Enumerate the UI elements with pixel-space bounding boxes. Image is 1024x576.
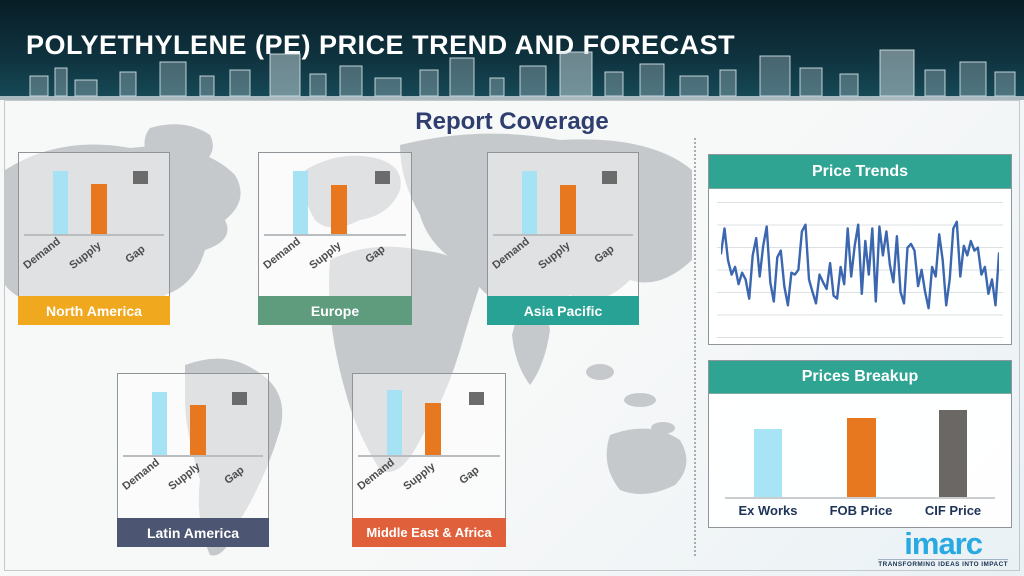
prices-breakup-header: Prices Breakup (709, 361, 1011, 394)
demand-bar (387, 390, 402, 455)
region-bar-chart (19, 153, 169, 234)
prices-breakup-title: Prices Breakup (801, 368, 919, 385)
supply-label: Supply (166, 460, 203, 493)
imarc-logo: imarc TRANSFORMING IDEAS INTO IMPACT (878, 526, 1008, 568)
region-chart-europe: Demand Supply Gap Europe (258, 152, 412, 325)
supply-bar (425, 403, 441, 455)
demand-bar (152, 392, 167, 455)
gap-square (133, 171, 148, 184)
gap-square (375, 171, 390, 184)
ex-works-label: Ex Works (738, 503, 798, 518)
imarc-tagline: TRANSFORMING IDEAS INTO IMPACT (878, 559, 1008, 568)
demand-label: Demand (21, 235, 63, 272)
demand-bar (293, 171, 308, 234)
region-band: Latin America (117, 518, 269, 547)
supply-bar (560, 185, 576, 234)
ex-works-bar (754, 429, 782, 497)
gap-square (232, 392, 247, 405)
imarc-wordmark: imarc (904, 526, 983, 561)
chart-baseline (725, 497, 995, 499)
supply-bar (331, 185, 347, 234)
gap-label: Gap (363, 243, 388, 266)
prices-breakup-panel: Prices Breakup Ex Works FOB Price CIF Pr… (708, 360, 1012, 528)
cif-price-label: CIF Price (924, 503, 982, 518)
region-bar-chart (353, 374, 505, 455)
region-band: Asia Pacific (487, 296, 639, 325)
region-bar-chart (259, 153, 411, 234)
region-band: North America (18, 296, 170, 325)
supply-bar (91, 184, 107, 234)
demand-bar (53, 171, 68, 234)
chart-baseline (123, 455, 263, 457)
report-coverage-section: Report Coverage Demand Supply Gap North … (0, 100, 1024, 576)
header-banner: POLYETHYLENE (PE) PRICE TREND AND FORECA… (0, 0, 1024, 100)
region-chart-asia-pacific: Demand Supply Gap Asia Pacific (487, 152, 639, 325)
region-name: Middle East & Africa (366, 525, 492, 540)
price-trends-title: Price Trends (811, 162, 909, 180)
prices-breakup-chart: Ex Works FOB Price CIF Price (709, 394, 1011, 527)
demand-label: Demand (490, 235, 532, 272)
supply-label: Supply (536, 239, 573, 272)
gap-label: Gap (592, 243, 617, 266)
gap-label: Gap (222, 464, 247, 487)
fob-price-bar (847, 418, 876, 497)
region-name: Asia Pacific (523, 302, 603, 319)
section-title: Report Coverage (415, 108, 609, 135)
cif-price-bar (939, 410, 967, 497)
demand-label: Demand (355, 456, 397, 493)
supply-label: Supply (307, 239, 344, 272)
region-band: Middle East & Africa (352, 518, 506, 547)
gap-label: Gap (123, 243, 148, 266)
gap-square (469, 392, 484, 405)
supply-bar (190, 405, 206, 455)
fob-price-label: FOB Price (829, 503, 893, 518)
prices-breakup-bars (709, 394, 1011, 497)
price-trends-panel: Price Trends (708, 154, 1012, 345)
gap-square (602, 171, 617, 184)
region-chart-north-america: Demand Supply Gap North America (18, 152, 170, 325)
price-trends-header: Price Trends (709, 155, 1011, 189)
price-trend-series (721, 220, 999, 310)
gap-label: Gap (457, 464, 482, 487)
price-trends-line (721, 220, 999, 310)
region-chart-latin-america: Demand Supply Gap Latin America (117, 373, 269, 547)
demand-label: Demand (120, 456, 162, 493)
supply-label: Supply (401, 460, 438, 493)
region-name: Latin America (146, 524, 240, 541)
region-chart-middle-east-africa: Demand Supply Gap Middle East & Africa (352, 373, 506, 547)
region-band: Europe (258, 296, 412, 325)
region-name: North America (46, 302, 142, 319)
chart-baseline (24, 234, 164, 236)
region-name: Europe (310, 302, 360, 319)
region-bar-chart (118, 374, 268, 455)
region-bar-chart (488, 153, 638, 234)
chart-baseline (493, 234, 633, 236)
supply-label: Supply (67, 239, 104, 272)
chart-baseline (358, 455, 500, 457)
page-title: POLYETHYLENE (PE) PRICE TREND AND FORECA… (26, 30, 736, 60)
price-trends-chart (709, 189, 1011, 344)
demand-label: Demand (261, 235, 303, 272)
dashed-divider (694, 138, 696, 556)
demand-bar (522, 171, 537, 234)
chart-baseline (264, 234, 406, 236)
city-skyline-graphic (0, 49, 1024, 100)
